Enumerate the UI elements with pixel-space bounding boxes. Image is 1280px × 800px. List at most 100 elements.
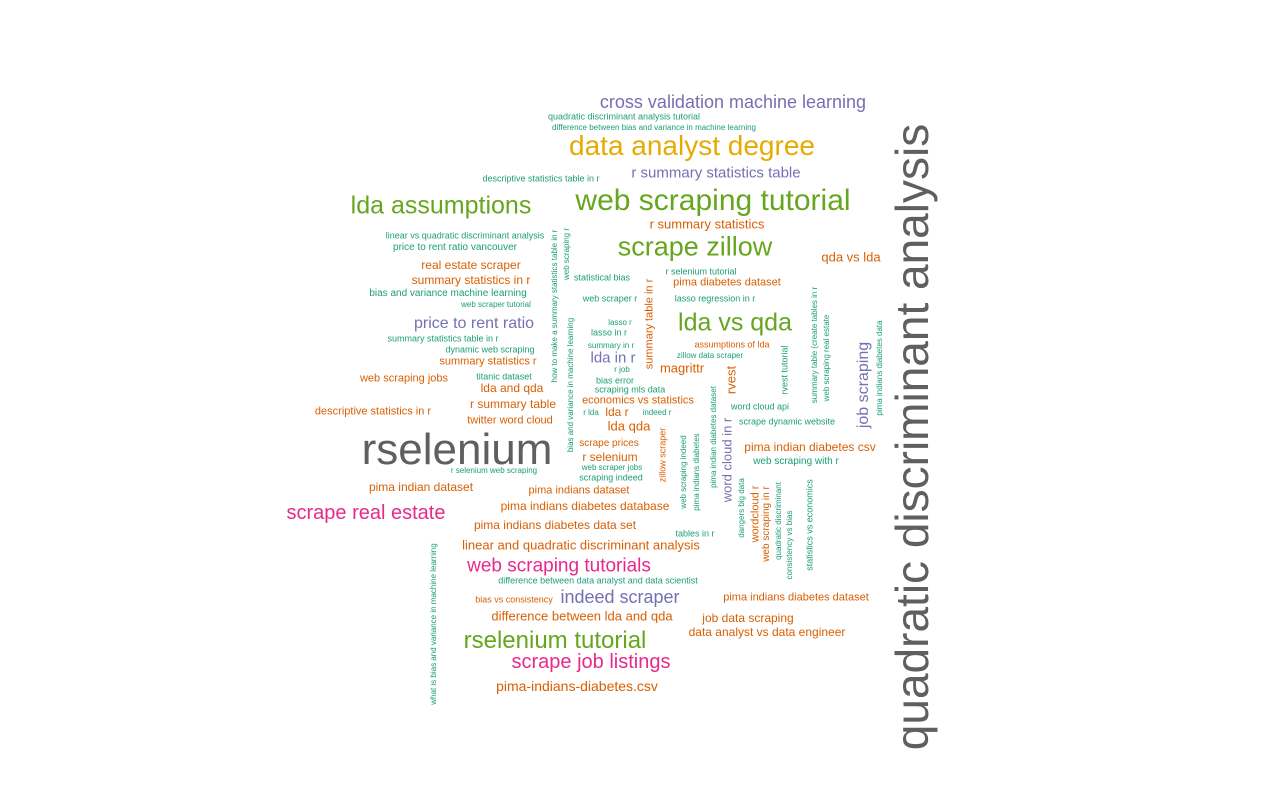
word-lda-and-qda: lda and qda bbox=[480, 381, 544, 395]
word-web-scraping-tutorial: web scraping tutorial bbox=[575, 184, 851, 217]
word-dangers-big-data: dangers big data bbox=[737, 478, 746, 538]
word-quadratic-discriminant-analysis: quadratic discriminant analysis bbox=[886, 123, 938, 751]
word-r-selenium-web-scraping: r selenium web scraping bbox=[450, 466, 538, 475]
word-scrape-prices: scrape prices bbox=[579, 438, 639, 449]
word-r-job: r job bbox=[614, 365, 630, 374]
word-r-summary-table: r summary table bbox=[469, 397, 557, 411]
word-web-scraper-jobs: web scraper jobs bbox=[581, 463, 643, 472]
word-descriptive-statistics-table-in-r: descriptive statistics table in r bbox=[482, 173, 600, 184]
word-scrape-zillow: scrape zillow bbox=[617, 231, 773, 262]
word-r-selenium: r selenium bbox=[582, 450, 638, 464]
word-statistical-bias: statistical bias bbox=[573, 272, 631, 283]
word-web-scraping-in-r: web scraping in r bbox=[761, 486, 772, 562]
word-scrape-dynamic-website: scrape dynamic website bbox=[738, 416, 836, 427]
word-summary-statistics-table-in-r: summary statistics table in r bbox=[387, 333, 499, 344]
word-web-scraping-jobs: web scraping jobs bbox=[359, 372, 449, 385]
word-lasso-r: lasso r bbox=[608, 318, 632, 327]
word-titanic-dataset: titanic dataset bbox=[476, 371, 532, 382]
word-scrape-job-listings: scrape job listings bbox=[511, 651, 671, 673]
word-web-scraping-r: web scraping r bbox=[562, 227, 571, 281]
word-lda-r: lda r bbox=[605, 405, 629, 419]
word-tables-in-r: tables in r bbox=[675, 528, 715, 539]
word-lda-qda: lda qda bbox=[607, 418, 651, 434]
word-twitter-word-cloud: twitter word cloud bbox=[467, 414, 553, 427]
word-scrape-real-estate: scrape real estate bbox=[286, 502, 446, 524]
word-web-scraper-tutorial: web scraper tutorial bbox=[461, 300, 531, 309]
word-quadratic-discriminant: quadratic discriminant bbox=[774, 482, 783, 560]
word-r-summary-statistics-table: r summary statistics table bbox=[631, 164, 801, 182]
word-summary-in-r: summary in r bbox=[587, 341, 635, 350]
word-web-scraping-indeed: web scraping indeed bbox=[679, 435, 688, 509]
word-r-lda: r lda bbox=[583, 408, 599, 417]
word-rselenium-tutorial: rselenium tutorial bbox=[463, 627, 647, 654]
word-difference-between-lda-and-qda: difference between lda and qda bbox=[491, 608, 673, 624]
word-linear-vs-quadratic-discriminant-analysis: linear vs quadratic discriminant analysi… bbox=[385, 230, 545, 241]
word-web-scraping-real-estate: web scraping real estate bbox=[822, 314, 831, 402]
word-rvest-tutorial: rvest tutorial bbox=[779, 345, 790, 395]
word-indeed-r: indeed r bbox=[642, 408, 672, 417]
word-pima-indian-dataset: pima indian dataset bbox=[368, 480, 474, 494]
word-consistency-vs-bias: consistency vs bias bbox=[785, 510, 794, 580]
word-rselenium: rselenium bbox=[361, 425, 553, 474]
word-assumptions-of-lda: assumptions of lda bbox=[694, 339, 770, 350]
word-price-to-rent-ratio: price to rent ratio bbox=[413, 315, 535, 332]
word-dynamic-web-scraping: dynamic web scraping bbox=[445, 344, 535, 355]
word-scraping-mls-data: scraping mls data bbox=[594, 384, 666, 395]
word-web-scraping-tutorials: web scraping tutorials bbox=[467, 555, 651, 577]
word-linear-and-quadratic-discriminant-analysis: linear and quadratic discriminant analys… bbox=[462, 537, 700, 553]
word-wordcloud-r: wordcloud r bbox=[749, 485, 762, 543]
word-summary-statistics-r: summary statistics r bbox=[439, 355, 537, 368]
word-pima-indian-diabetes-dataset: pima indian diabetes dataset bbox=[709, 386, 718, 488]
word-pima-indians-diabetes-dataset: pima indians diabetes dataset bbox=[723, 591, 869, 604]
word-real-estate-scraper: real estate scraper bbox=[421, 258, 521, 272]
word-summary-statistics-in-r: summary statistics in r bbox=[411, 273, 531, 287]
word-lasso-regression-in-r: lasso regression in r bbox=[674, 293, 756, 304]
word-bias-vs-consistency: bias vs consistency bbox=[475, 594, 553, 605]
word-pima-indians-diabetes-database: pima indians diabetes database bbox=[500, 499, 670, 513]
word-descriptive-statistics-in-r: descriptive statistics in r bbox=[314, 405, 432, 418]
word-bias-and-variance-machine-learning: bias and variance machine learning bbox=[369, 288, 527, 299]
word-summary-table-in-r: summary table in r bbox=[643, 278, 656, 370]
word-web-scraper-r: web scraper r bbox=[582, 293, 638, 304]
word-pima-diabetes-dataset: pima diabetes dataset bbox=[673, 276, 781, 289]
word-pima-indians-dataset: pima indians dataset bbox=[528, 484, 630, 497]
word-cross-validation-machine-learning: cross validation machine learning bbox=[599, 92, 867, 112]
word-data-analyst-vs-data-engineer: data analyst vs data engineer bbox=[688, 625, 846, 639]
word-lda-vs-qda: lda vs qda bbox=[678, 308, 792, 337]
word-economics-vs-statistics: economics vs statistics bbox=[582, 394, 694, 407]
word-data-analyst-degree: data analyst degree bbox=[569, 130, 815, 161]
word-pima-indians-diabetes: pima indians diabetes bbox=[692, 433, 701, 511]
word-bias-error: bias error bbox=[595, 375, 635, 386]
word-indeed-scraper: indeed scraper bbox=[560, 587, 680, 607]
word-difference-between-bias-and-variance-in-machine-learning: difference between bias and variance in … bbox=[552, 123, 756, 132]
word-rvest: rvest bbox=[723, 365, 739, 395]
word-magrittr: magrittr bbox=[659, 360, 705, 376]
word-pima-indians-diabetes-csv: pima-indians-diabetes.csv bbox=[496, 678, 658, 694]
word-r-selenium-tutorial: r selenium tutorial bbox=[665, 266, 737, 277]
word-what-is-bias-and-variance-in-machine-learning: what is bias and variance in machine lea… bbox=[429, 543, 438, 705]
word-lda-in-r: lda in r bbox=[590, 349, 636, 367]
word-lasso-in-r: lasso in r bbox=[590, 327, 628, 338]
word-word-cloud-in-r: word cloud in r bbox=[719, 417, 735, 503]
word-qda-vs-lda: qda vs lda bbox=[821, 249, 881, 265]
word-bias-and-variance-in-machine-learning: bias and variance in machine learning bbox=[566, 317, 575, 453]
word-summary-table-create-tables-in-r: summary table (create tables in r bbox=[810, 286, 819, 404]
word-scraping-indeed: scraping indeed bbox=[579, 472, 643, 483]
word-pima-indian-diabetes-csv: pima indian diabetes csv bbox=[744, 440, 876, 454]
word-pima-indians-diabetes-data-set: pima indians diabetes data set bbox=[473, 518, 637, 532]
word-word-cloud-api: word cloud api bbox=[730, 401, 790, 412]
word-lda-assumptions: lda assumptions bbox=[350, 191, 532, 220]
word-quadratic-discriminant-analysis-tutorial: quadratic discriminant analysis tutorial bbox=[547, 111, 701, 122]
word-statistics-vs-economics: statistics vs economics bbox=[804, 479, 815, 571]
word-job-data-scraping: job data scraping bbox=[702, 611, 794, 625]
word-web-scraping-with-r: web scraping with r bbox=[753, 456, 839, 467]
word-difference-between-data-analyst-and-data-scientist: difference between data analyst and data… bbox=[498, 575, 698, 586]
word-zillow-scraper: zillow scraper bbox=[657, 427, 668, 483]
word-zillow-data-scraper: zillow data scraper bbox=[676, 351, 744, 360]
word-r-summary-statistics: r summary statistics bbox=[649, 216, 765, 232]
word-pima-indians-diabetes-data: pima indians diabetes data bbox=[875, 320, 884, 416]
word-how-to-make-a-summary-statistics-table-in-r: how to make a summary statistics table i… bbox=[550, 229, 559, 383]
word-job-scraping: job scraping bbox=[855, 341, 872, 429]
word-price-to-rent-ratio-vancouver: price to rent ratio vancouver bbox=[393, 242, 517, 253]
